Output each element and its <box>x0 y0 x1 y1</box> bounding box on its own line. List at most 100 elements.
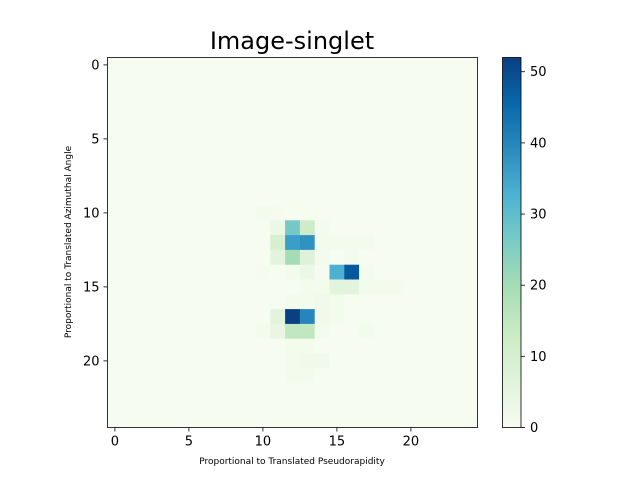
heatmap-cell <box>240 57 256 73</box>
heatmap-cell <box>433 235 449 251</box>
heatmap-cell <box>181 383 197 399</box>
heatmap-cell <box>285 279 301 295</box>
heatmap-cell <box>211 353 227 369</box>
heatmap-cell <box>107 309 123 325</box>
heatmap-cell <box>151 353 167 369</box>
heatmap-cell <box>255 397 271 413</box>
heatmap-cell <box>299 249 315 265</box>
heatmap-cell <box>181 220 197 236</box>
heatmap-cell <box>433 264 449 280</box>
heatmap-cell <box>240 294 256 310</box>
heatmap-cell <box>314 87 330 103</box>
heatmap-cell <box>240 235 256 251</box>
heatmap-cell <box>107 412 123 428</box>
heatmap-cell <box>211 249 227 265</box>
heatmap-cell <box>403 57 419 73</box>
heatmap-cell <box>122 116 138 132</box>
heatmap-cell <box>373 146 389 162</box>
heatmap-cell <box>447 368 463 384</box>
heatmap-cell <box>344 72 360 88</box>
heatmap-cell <box>447 279 463 295</box>
heatmap-cell <box>270 116 286 132</box>
heatmap-cell <box>181 353 197 369</box>
heatmap-cell <box>270 72 286 88</box>
heatmap-cell <box>166 412 182 428</box>
heatmap-cell <box>359 412 375 428</box>
heatmap-cell <box>255 294 271 310</box>
heatmap-cell <box>181 264 197 280</box>
heatmap-cell <box>388 190 404 206</box>
heatmap-cell <box>196 116 212 132</box>
heatmap-cell <box>314 72 330 88</box>
heatmap-cell <box>285 205 301 221</box>
heatmap-cell <box>329 131 345 147</box>
heatmap-cell <box>122 190 138 206</box>
heatmap-cell <box>373 412 389 428</box>
heatmap-cell <box>166 116 182 132</box>
heatmap-cell <box>418 353 434 369</box>
heatmap-cell <box>329 220 345 236</box>
heatmap-cell <box>211 131 227 147</box>
heatmap-cell <box>122 323 138 339</box>
heatmap-cell <box>181 161 197 177</box>
heatmap-cell <box>270 57 286 73</box>
heatmap-cell <box>403 205 419 221</box>
heatmap-cell <box>329 397 345 413</box>
heatmap-cell <box>344 368 360 384</box>
heatmap-cell <box>418 383 434 399</box>
heatmap-cell <box>240 116 256 132</box>
heatmap-cell <box>433 175 449 191</box>
heatmap-cell <box>196 190 212 206</box>
heatmap-cell <box>433 205 449 221</box>
heatmap-cell <box>447 175 463 191</box>
heatmap-cell <box>285 412 301 428</box>
heatmap-cell <box>447 190 463 206</box>
heatmap-cell <box>122 175 138 191</box>
heatmap-cell <box>166 161 182 177</box>
heatmap-cell <box>299 323 315 339</box>
heatmap-cell <box>122 338 138 354</box>
heatmap-cell <box>255 72 271 88</box>
heatmap-cell <box>122 205 138 221</box>
heatmap-cell <box>299 368 315 384</box>
heatmap-cell <box>107 57 123 73</box>
heatmap-cell <box>166 175 182 191</box>
heatmap-cell <box>388 294 404 310</box>
heatmap-cell <box>196 294 212 310</box>
heatmap-cell <box>166 368 182 384</box>
heatmap-cell <box>344 235 360 251</box>
y-tick-label: 5 <box>91 132 99 147</box>
heatmap-cell <box>137 412 153 428</box>
heatmap-cell <box>240 190 256 206</box>
heatmap-cell <box>122 235 138 251</box>
heatmap-cell <box>196 264 212 280</box>
heatmap-cell <box>137 57 153 73</box>
heatmap-cell <box>181 338 197 354</box>
heatmap-cell <box>270 383 286 399</box>
heatmap-cell <box>403 220 419 236</box>
heatmap-cell <box>314 397 330 413</box>
heatmap-cell <box>403 294 419 310</box>
heatmap-cell <box>270 146 286 162</box>
heatmap-cell <box>388 264 404 280</box>
heatmap-cell <box>225 131 241 147</box>
heatmap-cell <box>122 309 138 325</box>
heatmap-cell <box>225 87 241 103</box>
x-tick-label: 15 <box>329 435 346 450</box>
heatmap-cell <box>314 294 330 310</box>
heatmap-cell <box>255 101 271 117</box>
heatmap-cell <box>211 309 227 325</box>
heatmap-cell <box>314 249 330 265</box>
heatmap-cell <box>240 101 256 117</box>
heatmap-cell <box>122 294 138 310</box>
heatmap-cell <box>373 368 389 384</box>
heatmap-cell <box>255 146 271 162</box>
heatmap-cell <box>418 116 434 132</box>
heatmap-cell <box>166 190 182 206</box>
heatmap-cell <box>270 175 286 191</box>
heatmap-cell <box>137 397 153 413</box>
heatmap-cell <box>462 175 478 191</box>
heatmap-cell <box>299 175 315 191</box>
heatmap-cell <box>447 235 463 251</box>
heatmap-cell <box>151 205 167 221</box>
